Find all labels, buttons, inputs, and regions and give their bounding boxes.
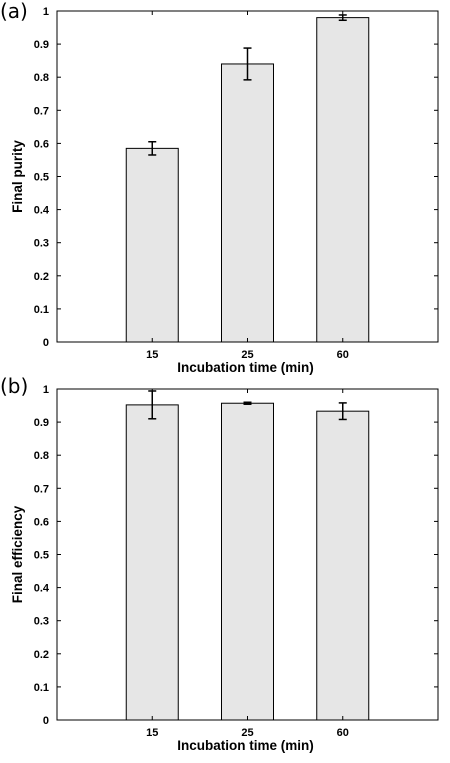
y-tick-label: 0.1 <box>34 682 49 694</box>
y-tick-label: 0.6 <box>34 138 49 150</box>
error-bar <box>338 402 347 421</box>
x-axis-title: Incubation time (min) <box>177 360 314 375</box>
x-axis: 15 25 60 <box>146 11 349 361</box>
x-axis-title: Incubation time (min) <box>177 738 314 753</box>
y-tick-label: 0.8 <box>34 72 49 84</box>
y-tick-label: 0.7 <box>34 483 49 495</box>
y-axis: 0 0.1 0.2 0.3 0.4 0.5 0.6 0.7 0.8 0.9 1 <box>34 384 438 727</box>
panel-label: (b) <box>0 374 28 398</box>
error-bar <box>243 47 252 81</box>
x-tick-label: 15 <box>146 727 158 739</box>
bar <box>125 147 179 343</box>
y-tick-label: 1 <box>43 384 49 396</box>
y-tick-label: 0.9 <box>34 417 49 429</box>
y-tick-label: 0.4 <box>34 205 50 217</box>
x-tick-label: 60 <box>337 727 349 739</box>
bar <box>221 402 274 721</box>
x-axis: 15 25 60 <box>146 389 349 739</box>
error-bar <box>148 140 157 156</box>
x-tick-label: 25 <box>241 349 253 361</box>
y-axis-title: Final purity <box>10 140 25 213</box>
y-tick-label: 0.8 <box>34 450 49 462</box>
y-tick-label: 0.2 <box>34 271 49 283</box>
panel-a: (a) 0 0.1 0.2 0.3 0.4 0.5 0.6 0.7 0.8 0.9 1 15 25 60… <box>0 0 439 375</box>
y-tick-label: 0.5 <box>34 550 49 562</box>
x-tick-label: 15 <box>146 349 158 361</box>
y-tick-label: 0.3 <box>34 238 49 250</box>
y-tick-label: 0.1 <box>34 304 49 316</box>
error-bar <box>243 401 252 405</box>
y-tick-label: 0.9 <box>34 39 49 51</box>
bar <box>221 63 274 343</box>
y-tick-label: 0.4 <box>34 583 50 595</box>
x-tick-label: 60 <box>337 349 349 361</box>
y-tick-label: 0.3 <box>34 616 49 628</box>
y-axis: 0 0.1 0.2 0.3 0.4 0.5 0.6 0.7 0.8 0.9 1 <box>34 6 438 349</box>
y-tick-label: 1 <box>43 6 49 18</box>
bar <box>316 17 370 343</box>
panel-b: (b) 0 0.1 0.2 0.3 0.4 0.5 0.6 0.7 0.8 0.9 1 15 25 60… <box>0 374 439 753</box>
bar <box>125 404 179 721</box>
y-tick-label: 0 <box>43 715 49 727</box>
bars <box>125 14 370 343</box>
y-tick-label: 0.2 <box>34 649 49 661</box>
y-tick-label: 0 <box>43 337 49 349</box>
panel-label: (a) <box>0 0 28 23</box>
bars <box>125 390 370 721</box>
bar <box>316 410 370 721</box>
y-tick-label: 0.6 <box>34 516 49 528</box>
y-tick-label: 0.5 <box>34 172 49 184</box>
y-axis-title: Final efficiency <box>10 505 25 603</box>
x-tick-label: 25 <box>241 727 253 739</box>
y-tick-label: 0.7 <box>34 105 49 117</box>
